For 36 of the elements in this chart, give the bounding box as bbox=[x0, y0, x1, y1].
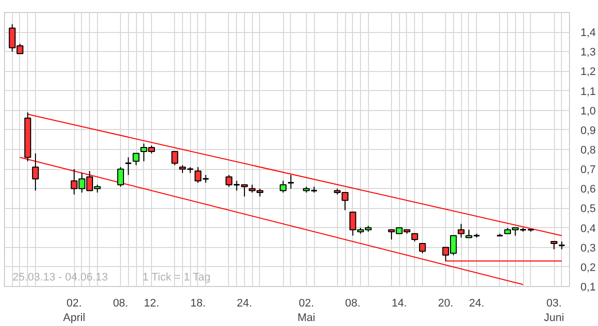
y-tick-label: 1,2 bbox=[580, 66, 596, 78]
y-tick-label: 0,1 bbox=[580, 282, 596, 294]
candlestick bbox=[419, 242, 426, 254]
annotation: 1 Tick = 1 Tag bbox=[142, 272, 210, 284]
x-tick-label: 12. bbox=[144, 298, 160, 310]
candlestick bbox=[287, 174, 295, 190]
y-tick-label: 0,2 bbox=[580, 262, 596, 274]
annotation: 25.03.13 - 04.06.13 bbox=[12, 272, 108, 284]
y-tick-label: 0,3 bbox=[580, 242, 596, 254]
candlestick bbox=[132, 152, 140, 166]
x-tick-label: 24. bbox=[236, 298, 252, 310]
y-tick-label: 0,8 bbox=[580, 144, 596, 156]
candlestick bbox=[280, 180, 287, 194]
x-tick-label: 24. bbox=[468, 298, 484, 310]
x-tick-label: 18. bbox=[190, 298, 206, 310]
y-tick-label: 0,6 bbox=[580, 184, 596, 196]
x-tick-label: 20. bbox=[438, 298, 454, 310]
y-tick-label: 0,9 bbox=[580, 124, 596, 137]
candlestick bbox=[124, 156, 132, 176]
y-tick-label: 1,4 bbox=[580, 27, 596, 40]
y-tick-label: 1,1 bbox=[580, 86, 596, 98]
x-tick-label: 02. Mai bbox=[297, 298, 316, 324]
x-tick-label: 02. April bbox=[63, 298, 86, 324]
candlestick bbox=[171, 150, 178, 166]
candlestick bbox=[458, 223, 465, 238]
candlestick bbox=[32, 152, 39, 192]
y-tick-label: 0,7 bbox=[580, 164, 596, 176]
x-tick-label: 14. bbox=[392, 298, 407, 310]
x-tick-label: 03. Juni bbox=[544, 298, 564, 324]
x-tick-label: 08. bbox=[112, 298, 128, 310]
y-tick-label: 0,5 bbox=[580, 203, 596, 216]
x-tick-label: 08. bbox=[345, 298, 360, 310]
candlestick bbox=[117, 166, 124, 188]
y-tick-label: 0,4 bbox=[580, 222, 596, 235]
y-tick-label: 1,3 bbox=[580, 46, 596, 59]
y-tick-label: 1,0 bbox=[580, 105, 596, 118]
